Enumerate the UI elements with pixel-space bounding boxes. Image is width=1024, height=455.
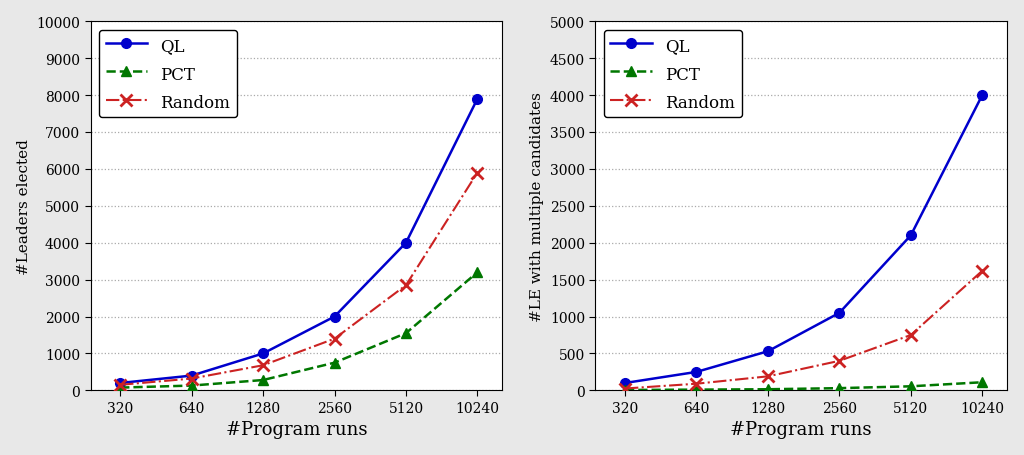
Random (762, 374, 774, 379)
Random (399, 283, 412, 288)
QL (329, 314, 341, 319)
QL (976, 93, 988, 99)
PCT (976, 379, 988, 385)
QL (690, 369, 702, 375)
X-axis label: #Program runs: #Program runs (225, 420, 367, 438)
Line: Random: Random (115, 167, 483, 390)
Legend: QL, PCT, Random: QL, PCT, Random (604, 30, 742, 118)
Random (834, 358, 846, 364)
Line: PCT: PCT (621, 378, 987, 395)
QL (114, 380, 126, 386)
Line: PCT: PCT (116, 268, 482, 393)
PCT (114, 385, 126, 390)
Random (257, 363, 269, 368)
PCT (399, 331, 412, 336)
QL (762, 349, 774, 354)
QL (399, 240, 412, 246)
Random (904, 333, 916, 338)
Random (114, 382, 126, 388)
PCT (690, 387, 702, 393)
Random (690, 381, 702, 387)
Random (976, 268, 988, 274)
X-axis label: #Program runs: #Program runs (730, 420, 871, 438)
Y-axis label: #Leaders elected: #Leaders elected (16, 138, 31, 274)
PCT (185, 383, 198, 389)
PCT (904, 384, 916, 389)
Line: Random: Random (620, 266, 988, 394)
QL (185, 373, 198, 379)
PCT (471, 270, 483, 275)
Random (185, 376, 198, 381)
QL (471, 97, 483, 102)
Random (471, 171, 483, 176)
Random (618, 386, 631, 391)
PCT (329, 360, 341, 366)
QL (904, 233, 916, 238)
QL (257, 351, 269, 356)
PCT (257, 378, 269, 383)
Line: QL: QL (621, 91, 987, 388)
PCT (834, 385, 846, 391)
QL (618, 380, 631, 386)
PCT (762, 387, 774, 392)
Line: QL: QL (116, 95, 482, 388)
PCT (618, 387, 631, 393)
Legend: QL, PCT, Random: QL, PCT, Random (99, 30, 237, 118)
QL (834, 310, 846, 316)
Random (329, 336, 341, 342)
Y-axis label: #LE with multiple candidates: #LE with multiple candidates (530, 91, 545, 321)
